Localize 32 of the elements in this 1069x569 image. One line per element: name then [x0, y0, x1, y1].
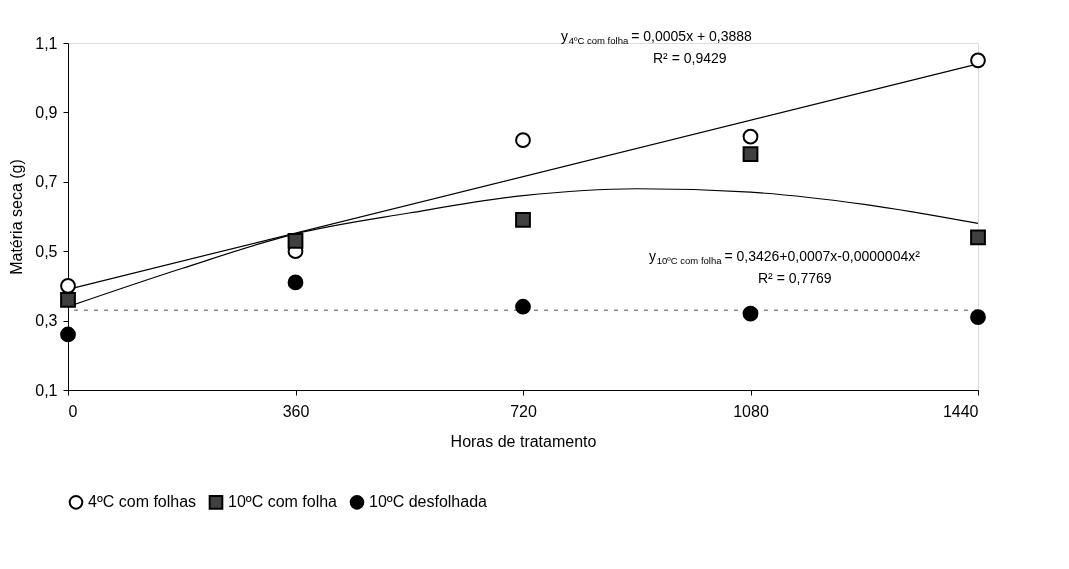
y-tick-label: 0,5: [35, 242, 58, 260]
point: [515, 212, 531, 228]
x-tick-label: 720: [510, 402, 537, 420]
point: [515, 132, 531, 149]
y-tick-label: 1,1: [35, 34, 58, 52]
point: [287, 274, 304, 291]
y-tick-label: 0,1: [35, 381, 58, 399]
point: [60, 291, 76, 308]
x-tick-label: 360: [282, 402, 310, 420]
point: [970, 309, 986, 326]
point: [742, 146, 759, 162]
legend-label: 10ºC desfolhada: [369, 493, 488, 511]
point: [970, 52, 986, 69]
x-tick-label: 1080: [733, 402, 769, 420]
annotation: R² = 0,9429: [653, 50, 727, 66]
x-tick-label: 0: [68, 402, 78, 420]
annotation: R² = 0,7769: [758, 270, 832, 286]
legend-label: 10ºC com folha: [228, 493, 338, 511]
x-tick-label: 1440: [942, 402, 979, 420]
point: [970, 229, 986, 246]
point: [742, 128, 759, 145]
y-axis-title: Matéria seca (g): [8, 159, 26, 275]
point: [287, 232, 304, 249]
point: [515, 298, 531, 315]
y-tick-label: 0,9: [35, 103, 58, 121]
legend-label: 4ºC com folhas: [88, 493, 197, 511]
y-tick-label: 0,7: [35, 173, 58, 191]
point: [742, 305, 759, 322]
point: [60, 326, 76, 343]
point: [60, 278, 76, 294]
y-tick-label: 0,3: [35, 312, 58, 330]
x-axis-title: Horas de tratamento: [450, 432, 597, 450]
